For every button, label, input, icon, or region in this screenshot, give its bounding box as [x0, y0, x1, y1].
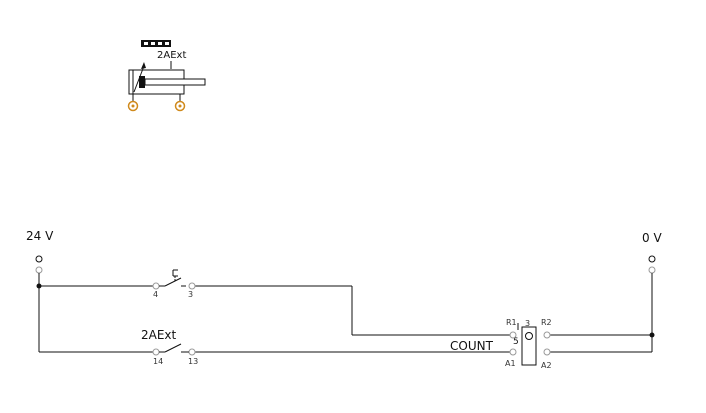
counter-terminal-a2: A2	[541, 361, 552, 370]
switch-top-contact-left[interactable]	[152, 282, 160, 290]
supply-positive-label: 24 V	[26, 229, 54, 243]
switch-bottom-contact-right[interactable]	[188, 348, 196, 356]
supply-negative-connector[interactable]	[648, 266, 656, 274]
switch-top-terminal-left: 4	[153, 290, 158, 299]
cylinder-piston	[139, 76, 145, 88]
counter-terminal-r2: R2	[541, 318, 552, 327]
switch-top-blade	[164, 277, 182, 287]
counter-connector-a2[interactable]	[543, 348, 551, 356]
switch-top-terminal-right: 3	[188, 290, 193, 299]
counter-label: COUNT	[450, 339, 494, 353]
cylinder-label: 2AExt	[157, 50, 186, 61]
limit-switch-contact[interactable]: 2AExt 14 13	[141, 328, 198, 366]
cushion-arrow-icon	[133, 65, 145, 93]
pushbutton-switch[interactable]: 4 3	[152, 269, 196, 299]
wiring	[36, 273, 655, 353]
cylinder-indicator-bar	[141, 40, 171, 47]
switch-bottom-terminal-right: 13	[188, 357, 198, 366]
pushbutton-actuator-icon	[172, 269, 178, 281]
counter-connector-r1[interactable]	[509, 331, 517, 339]
cylinder-rod	[144, 78, 206, 86]
counter-preset: 5	[513, 337, 519, 347]
switch-top-contact-right[interactable]	[188, 282, 196, 290]
supply-positive-connector[interactable]	[35, 266, 43, 274]
supply-negative-terminal[interactable]	[648, 255, 656, 263]
switch-bottom-terminal-left: 14	[153, 357, 163, 366]
switch-bottom-contact-left[interactable]	[152, 348, 160, 356]
counter-connector-r2[interactable]	[543, 331, 551, 339]
switch-bottom-blade	[164, 343, 182, 353]
supply-negative-label: 0 V	[642, 231, 662, 245]
pneumatic-cylinder[interactable]: 2AExt	[127, 40, 206, 112]
counter-terminal-r1: R1	[506, 318, 517, 327]
supply-positive-terminal[interactable]	[35, 255, 43, 263]
counter-relay[interactable]: COUNT R1 3 R2 5 A1 A2	[450, 318, 552, 370]
counter-terminal-a1: A1	[505, 359, 516, 368]
switch-bottom-label: 2AExt	[141, 328, 177, 342]
counter-connector-a1[interactable]	[509, 348, 517, 356]
counter-display-icon	[525, 332, 533, 340]
counter-terminal-3: 3	[525, 319, 530, 328]
